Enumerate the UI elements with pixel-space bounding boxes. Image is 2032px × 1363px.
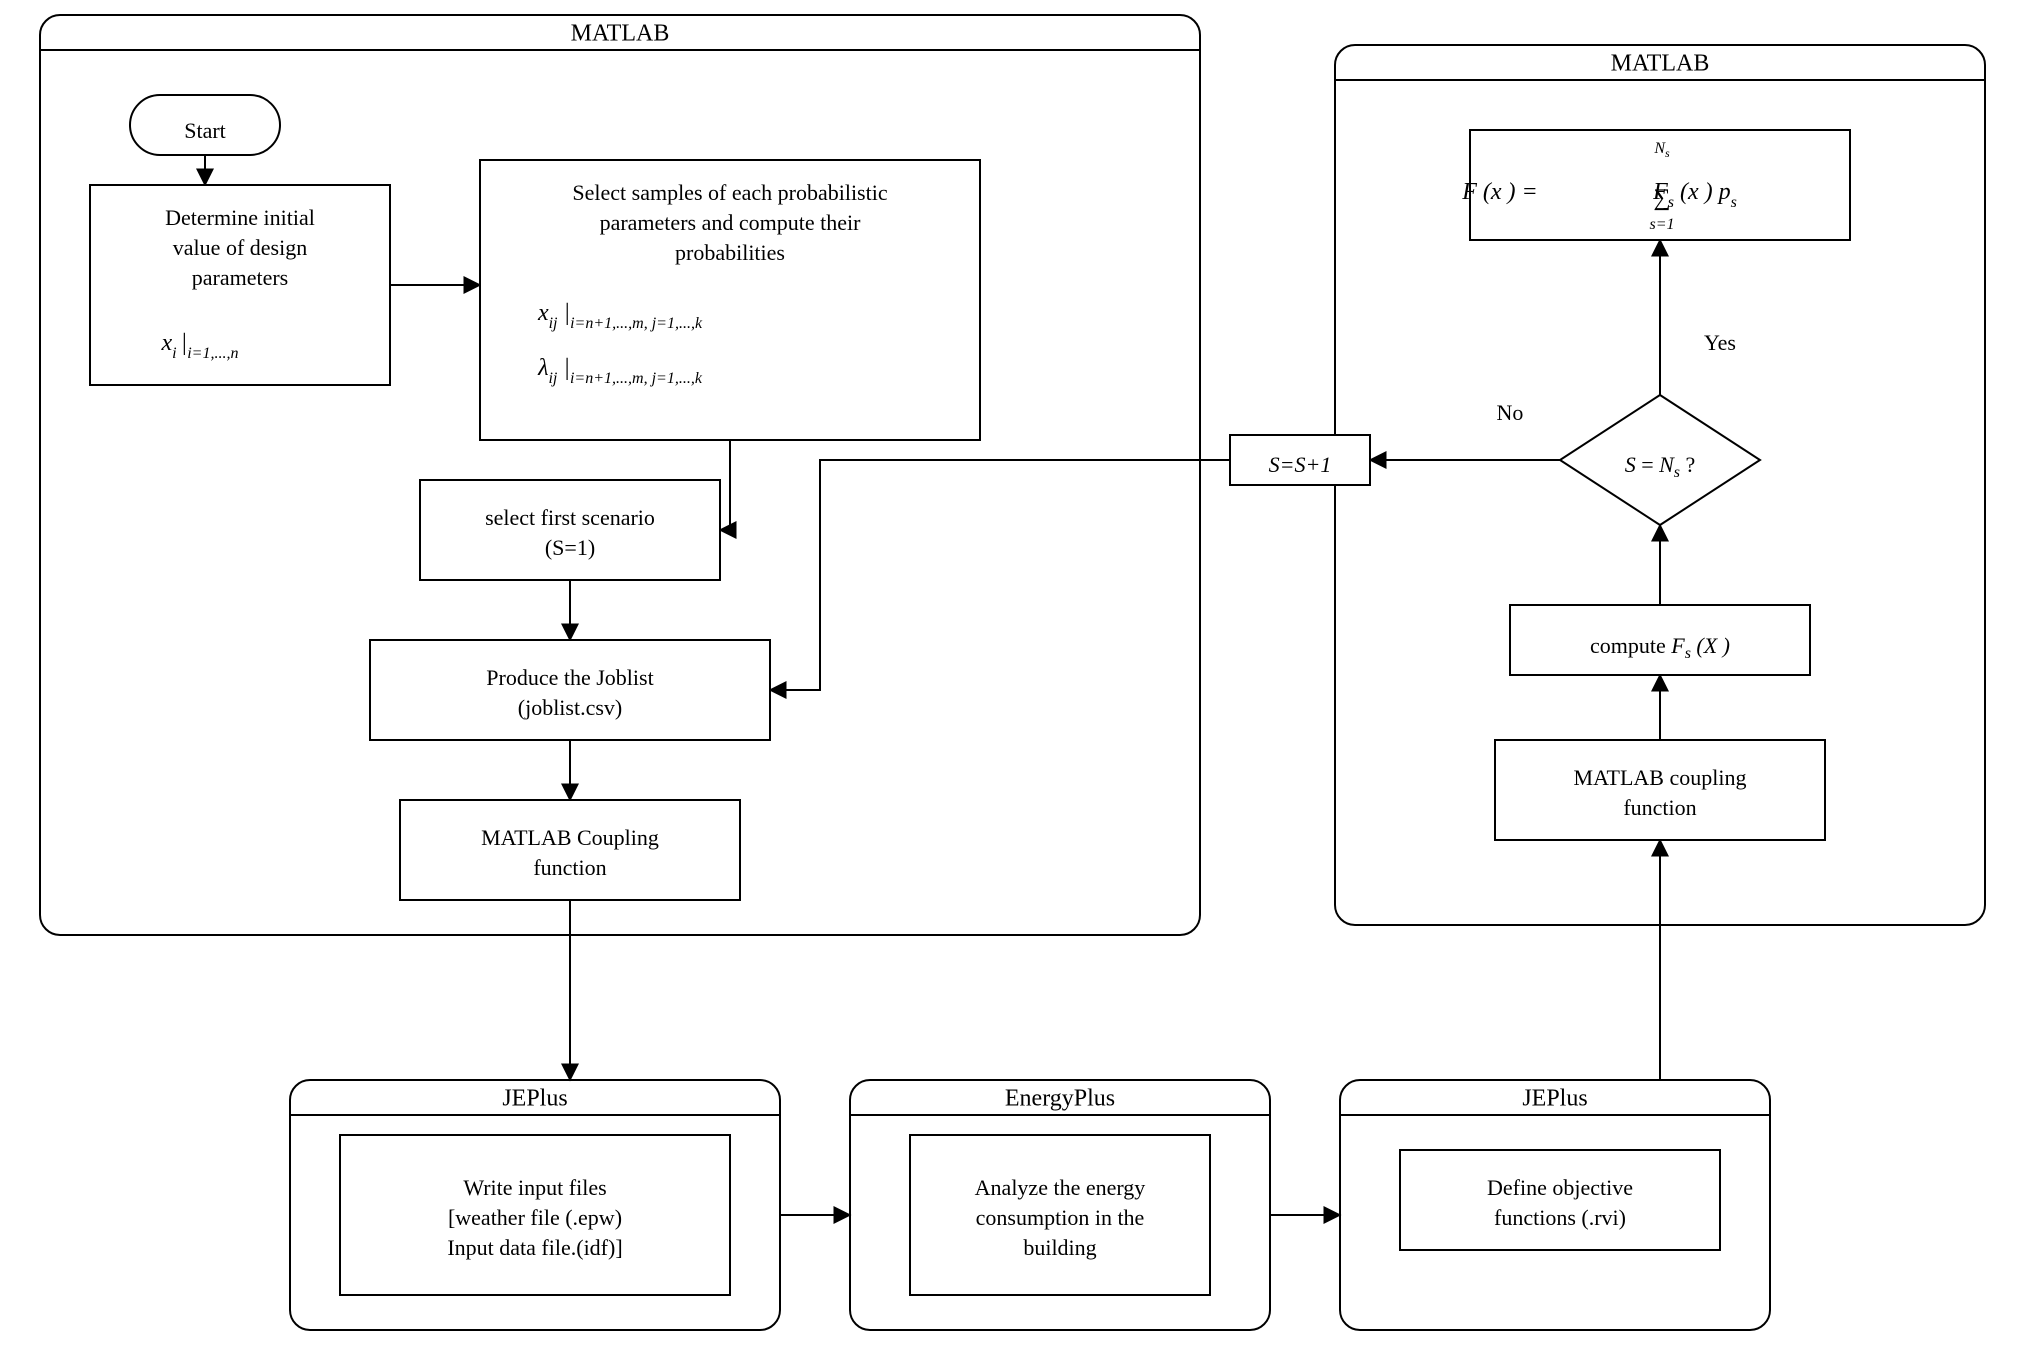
node-define-obj: Define objective functions (.rvi) — [1400, 1150, 1720, 1250]
svg-text:EnergyPlus: EnergyPlus — [1005, 1086, 1115, 1112]
edge-select-samples-first-scenario — [720, 440, 730, 530]
svg-text:MATLAB: MATLAB — [1611, 51, 1710, 77]
svg-text:probabilities: probabilities — [675, 240, 785, 265]
flowchart-diagram: MATLAB MATLAB JEPlus EnergyPlus JEPlus Yes No… — [0, 0, 2032, 1363]
node-coupling1: MATLAB Coupling function — [400, 800, 740, 900]
svg-text:Define objective: Define objective — [1487, 1175, 1633, 1200]
svg-text:value of design: value of design — [173, 235, 307, 260]
node-increment: S=S+1 — [1230, 435, 1370, 485]
svg-text:JEPlus: JEPlus — [502, 1086, 567, 1112]
edge-label-no: No — [1497, 400, 1524, 425]
node-coupling2: MATLAB coupling function — [1495, 740, 1825, 840]
node-summation: F (x ) =∑Nss=1Fs (x ) ps — [1461, 130, 1850, 240]
svg-text:s=1: s=1 — [1649, 216, 1674, 233]
node-determine: Determine initial value of design paramete… — [90, 185, 390, 385]
svg-text:function: function — [1623, 795, 1696, 820]
svg-text:S = Ns ?: S = Ns ? — [1625, 452, 1696, 481]
edge-increment-produce-joblist — [770, 460, 1230, 690]
svg-text:Analyze the energy: Analyze the energy — [975, 1175, 1146, 1200]
svg-text:consumption in the: consumption in the — [976, 1205, 1145, 1230]
node-write-input: Write input files [weather file (.epw) Inp… — [340, 1135, 730, 1295]
svg-text:parameters: parameters — [192, 265, 289, 290]
node-select-samples: Select samples of each probabilistic para… — [480, 160, 980, 440]
svg-text:Start: Start — [184, 118, 226, 143]
svg-text:MATLAB coupling: MATLAB coupling — [1574, 765, 1747, 790]
node-decision: S = Ns ? — [1560, 395, 1760, 525]
svg-text:Select samples of each probabi: Select samples of each probabilistic — [572, 180, 887, 205]
edge-label-yes: Yes — [1704, 330, 1736, 355]
svg-text:select first scenario: select first scenario — [485, 505, 655, 530]
svg-text:Determine initial: Determine initial — [165, 205, 315, 230]
svg-text:MATLAB: MATLAB — [571, 21, 670, 47]
svg-text:parameters and compute their: parameters and compute their — [600, 210, 862, 235]
node-produce-joblist: Produce the Joblist (joblist.csv) — [370, 640, 770, 740]
svg-text:function: function — [533, 855, 606, 880]
svg-text:Produce the Joblist: Produce the Joblist — [486, 665, 653, 690]
svg-text:Input data file.(idf)]: Input data file.(idf)] — [447, 1235, 622, 1260]
svg-text:F (x ) =: F (x ) = — [1461, 179, 1538, 205]
svg-text:building: building — [1023, 1235, 1096, 1260]
svg-text:Write input files: Write input files — [463, 1175, 606, 1200]
node-compute-fs: compute Fs (X ) — [1510, 605, 1810, 675]
svg-text:(S=1): (S=1) — [545, 535, 595, 560]
node-first-scenario: select first scenario (S=1) — [420, 480, 720, 580]
svg-text:functions (.rvi): functions (.rvi) — [1494, 1205, 1626, 1230]
svg-text:JEPlus: JEPlus — [1522, 1086, 1587, 1112]
node-analyze: Analyze the energy consumption in the buil… — [910, 1135, 1210, 1295]
svg-text:(joblist.csv): (joblist.csv) — [518, 695, 623, 720]
svg-text:[weather file (.epw): [weather file (.epw) — [448, 1205, 622, 1230]
svg-text:compute Fs (X ): compute Fs (X ) — [1590, 633, 1730, 662]
svg-text:MATLAB Coupling: MATLAB Coupling — [481, 825, 659, 850]
node-start: Start — [130, 95, 280, 155]
svg-text:S=S+1: S=S+1 — [1269, 452, 1332, 477]
